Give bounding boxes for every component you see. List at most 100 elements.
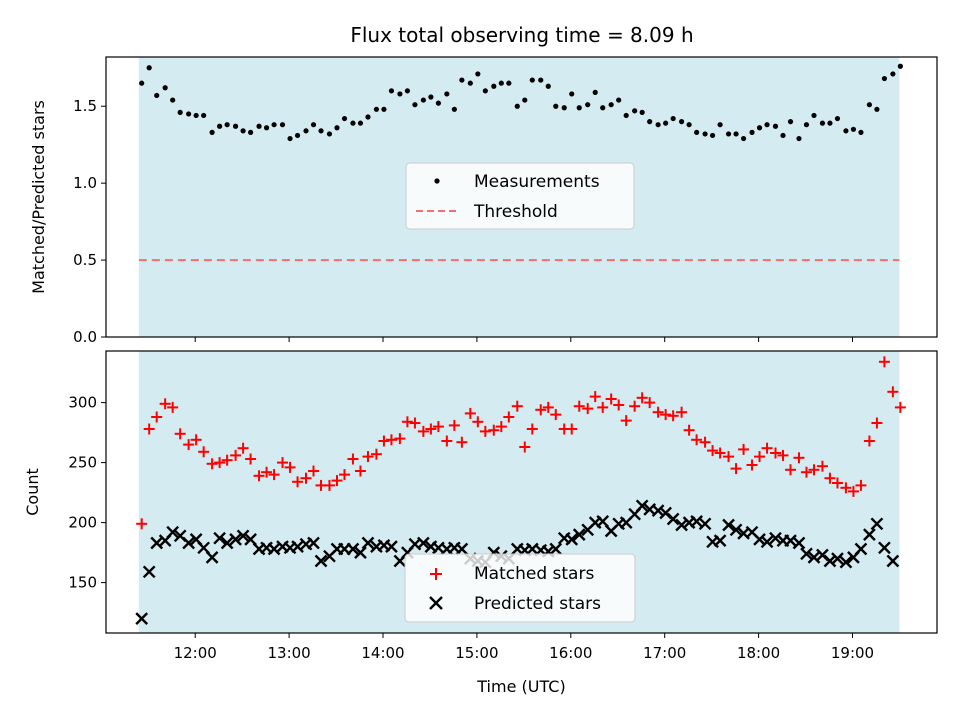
ratio-ytick-label: 0.0	[73, 328, 97, 346]
matched-star-point	[589, 391, 601, 403]
matched-star-point	[613, 399, 625, 411]
matched-star-point	[331, 475, 343, 487]
matched-star-point	[284, 461, 296, 473]
matched-star-point	[237, 442, 249, 454]
matched-star-point	[425, 423, 437, 435]
matched-star-point	[676, 406, 688, 418]
matched-star-point	[808, 464, 820, 476]
measurement-point	[623, 112, 629, 119]
measurement-point	[772, 123, 779, 129]
matched-star-point	[597, 401, 609, 413]
measurement-point	[287, 135, 293, 142]
ratio-y-axis: 0.0 0.5 1.0 1.5	[73, 97, 106, 346]
measurement-point	[146, 65, 152, 71]
measurement-point	[373, 106, 380, 112]
matched-star-point	[863, 435, 875, 447]
matched-star-point	[277, 457, 289, 469]
measurement-point	[866, 102, 872, 108]
predicted-star-point	[236, 529, 250, 543]
measurement-point	[686, 122, 692, 128]
predicted-star-point	[722, 518, 735, 532]
predicted-star-point	[878, 541, 891, 555]
measurement-point	[600, 105, 606, 111]
matched-star-point	[566, 423, 578, 435]
matched-star-point	[738, 443, 750, 455]
matched-star-point	[385, 434, 397, 446]
predicted-star-point	[675, 518, 688, 532]
matched-star-point	[339, 469, 351, 481]
matched-star-point	[511, 400, 523, 412]
matched-star-point	[253, 470, 265, 482]
count-ytick-label: 150	[68, 574, 97, 592]
matched-star-point	[878, 356, 890, 368]
measurement-point	[193, 112, 199, 119]
matched-star-point	[190, 434, 202, 446]
measurement-point	[897, 63, 903, 69]
matched-star-point	[683, 424, 695, 436]
count-x-axis: 12:00 13:00 14:00 15:00 16:00 17:00 18:00 19:00	[174, 633, 874, 662]
matched-star-point	[378, 435, 390, 447]
measurement-point	[224, 122, 230, 128]
matched-star-point	[308, 465, 320, 477]
predicted-star-point	[863, 528, 876, 541]
measurement-point	[725, 131, 732, 137]
measurement-point	[310, 122, 317, 128]
measurement-point	[420, 97, 426, 103]
measurement-point	[538, 77, 544, 83]
measurement-point	[717, 122, 723, 128]
measurement-point	[733, 131, 739, 137]
legend-matched-marker	[430, 568, 442, 580]
measurement-point	[576, 105, 582, 111]
measurement-point	[585, 102, 591, 108]
ratio-panel-frame	[105, 56, 938, 338]
predicted-star-point	[166, 525, 180, 539]
matched-star-point	[354, 465, 366, 477]
matched-star-point	[394, 433, 406, 445]
count-legend-box	[404, 553, 636, 623]
measurement-point	[553, 103, 559, 109]
matched-star-point	[409, 417, 421, 429]
measurement-point	[435, 100, 441, 106]
matched-star-point	[707, 445, 719, 457]
measurement-point	[154, 92, 160, 99]
matched-star-point	[464, 407, 476, 419]
predicted-star-point	[870, 517, 884, 531]
measurement-point	[428, 94, 434, 100]
measurement-point	[318, 128, 324, 134]
predicted-star-point	[769, 531, 782, 545]
matched-star-point	[824, 472, 836, 484]
predicted-star-point	[354, 546, 367, 559]
matched-star-point	[667, 410, 679, 422]
measurement-point	[874, 106, 880, 112]
measurement-point	[240, 128, 246, 134]
matched-star-point	[448, 419, 460, 431]
matched-star-point	[793, 452, 805, 464]
count-xtick-label: 14:00	[361, 644, 404, 662]
measurement-point	[694, 129, 700, 135]
measurement-point	[248, 129, 254, 135]
matched-star-point	[503, 411, 515, 423]
matched-star-point	[699, 436, 711, 448]
measurement-point	[843, 128, 849, 134]
predicted-star-point	[713, 534, 727, 547]
measurement-point	[592, 89, 598, 95]
matched-star-point	[323, 479, 335, 491]
predicted-star-point	[205, 551, 219, 564]
matched-star-point	[800, 466, 812, 478]
measurement-point	[412, 102, 418, 108]
measurement-point	[616, 97, 622, 103]
measurement-point	[890, 71, 896, 77]
matched-star-point	[644, 397, 656, 409]
matched-star-point	[401, 416, 413, 428]
matched-star-point	[754, 451, 766, 463]
measurement-point	[632, 108, 638, 114]
measurement-point	[326, 131, 333, 137]
matched-star-point	[542, 401, 554, 413]
measurement-point	[834, 115, 841, 122]
matched-star-point	[488, 424, 500, 436]
measurement-point	[858, 129, 864, 135]
matched-star-point	[746, 459, 758, 471]
ratio-legend-box	[405, 162, 635, 230]
predicted-star-point	[839, 555, 853, 569]
